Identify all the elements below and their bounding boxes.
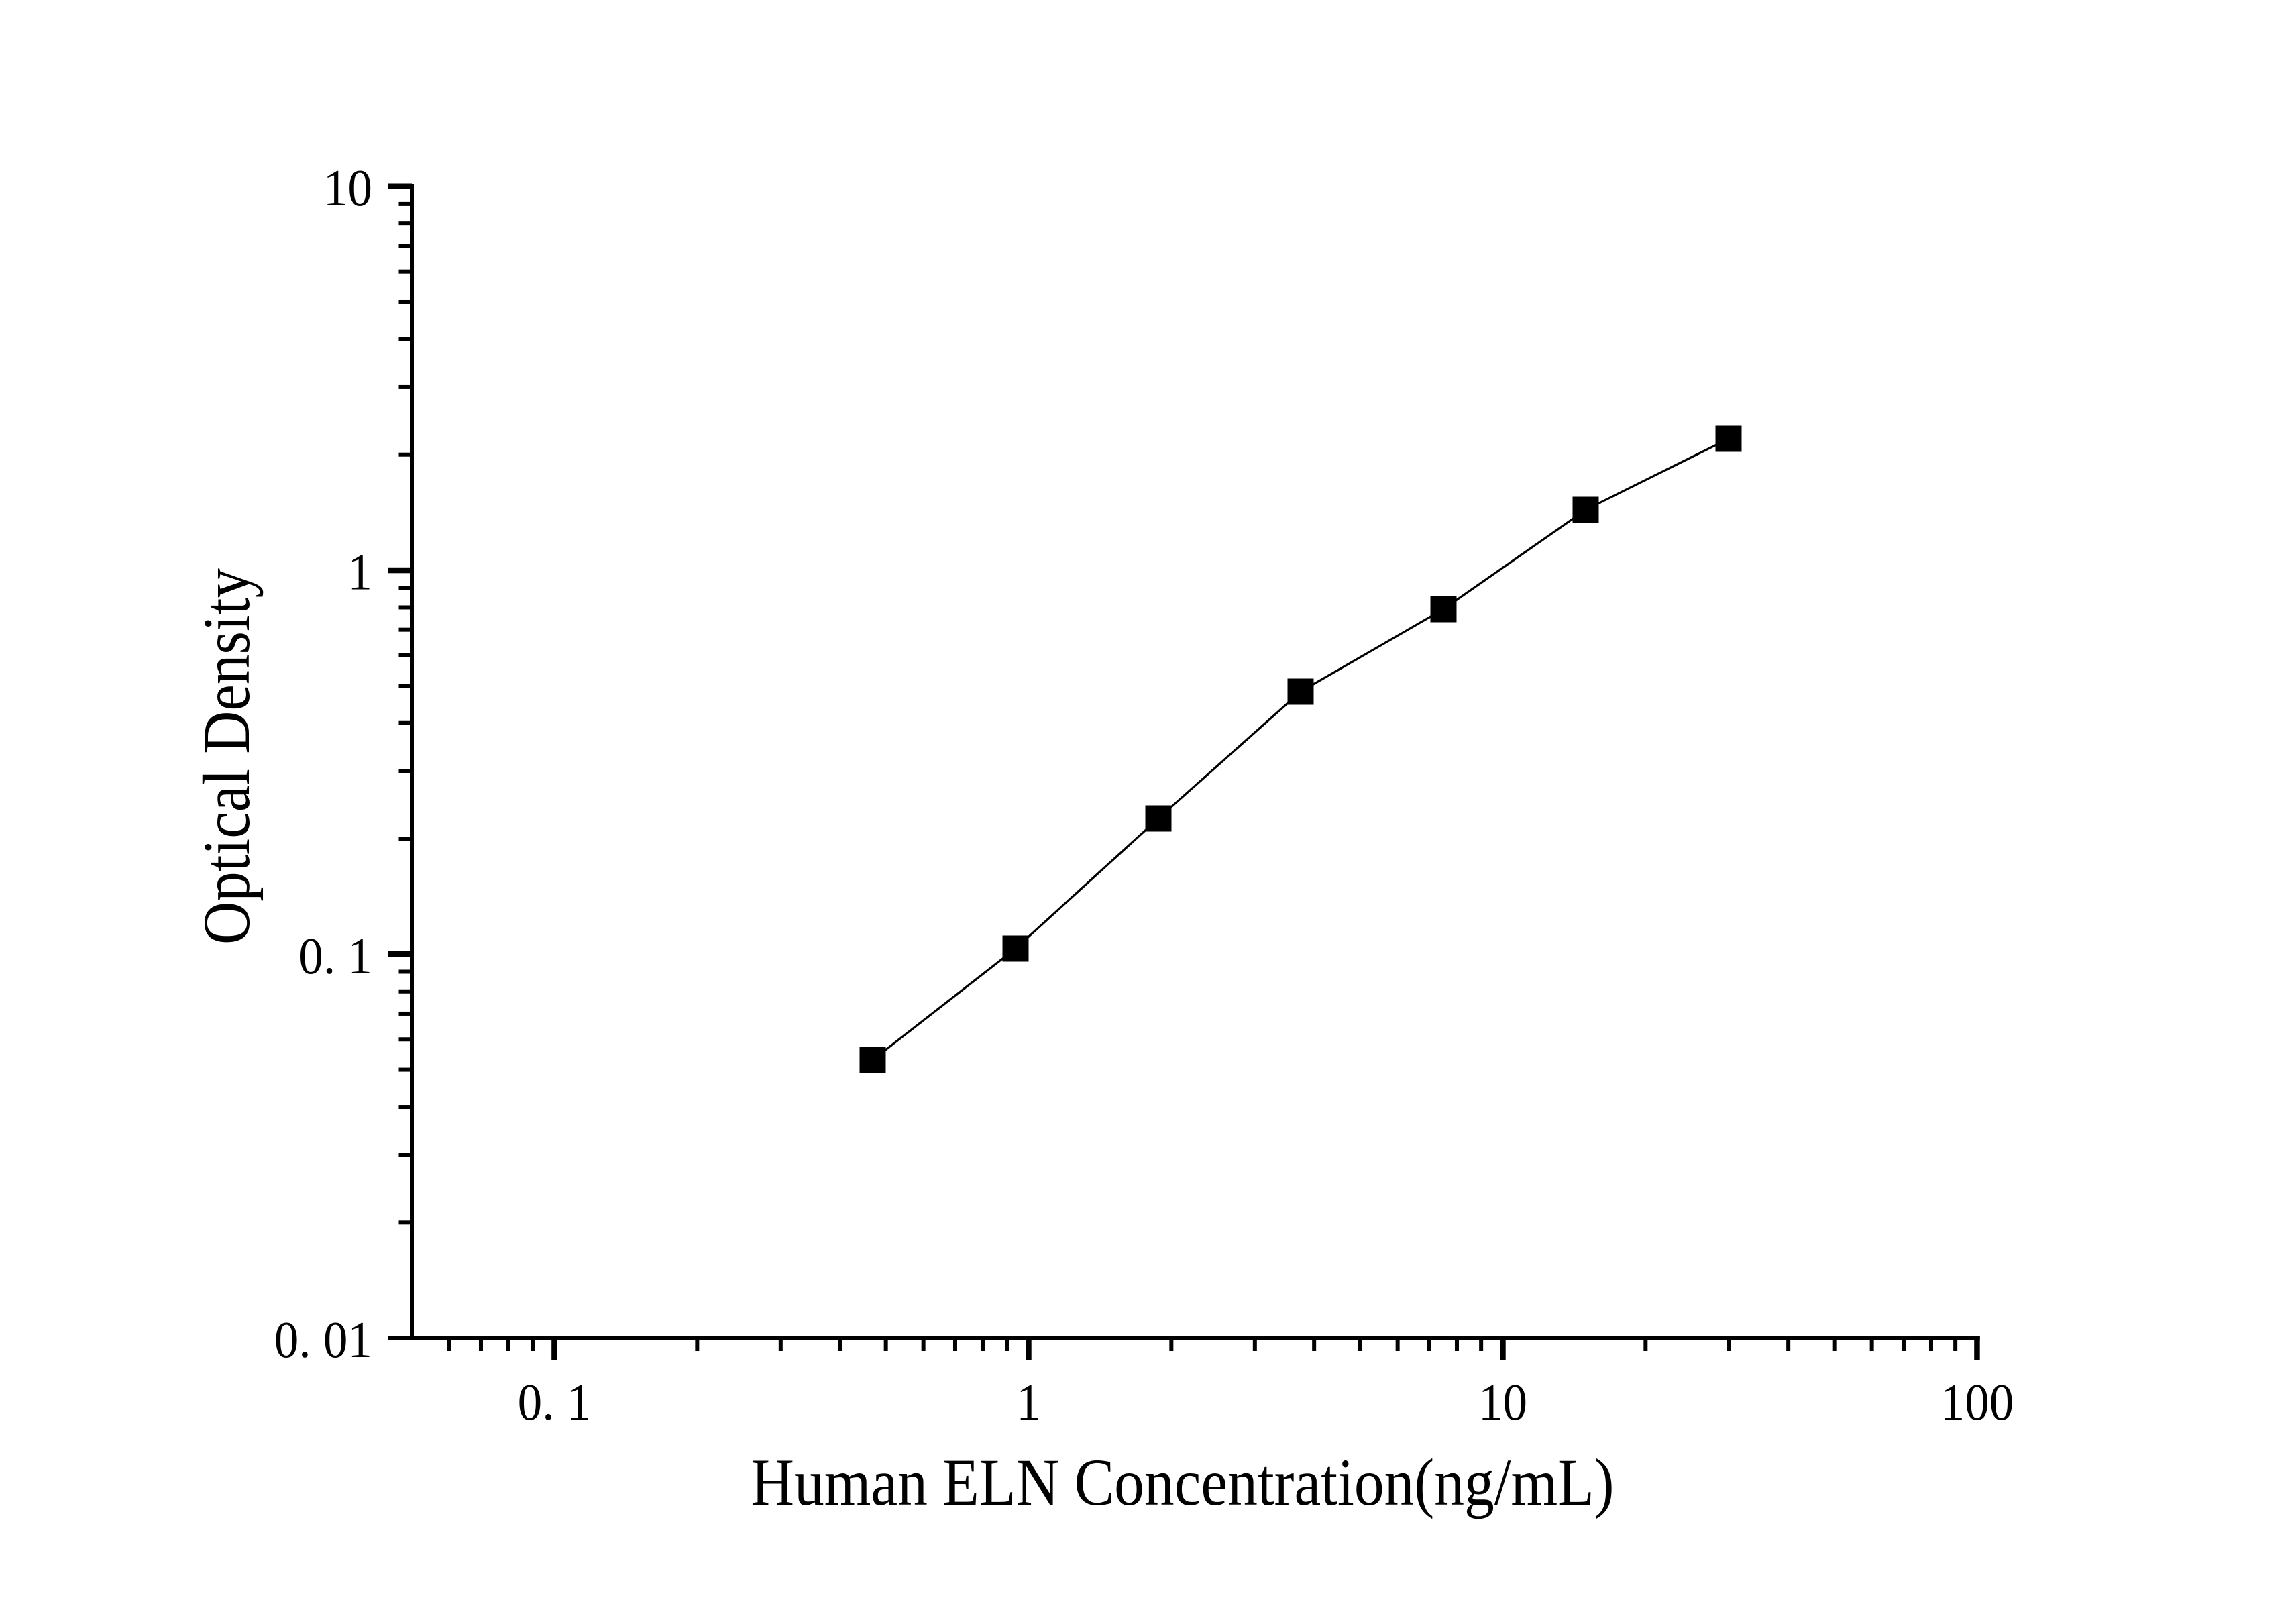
svg-text:1: 1 xyxy=(347,544,372,601)
svg-text:Human ELN Concentration(ng/mL): Human ELN Concentration(ng/mL) xyxy=(751,1444,1614,1519)
svg-text:Optical Density: Optical Density xyxy=(190,568,264,945)
svg-text:10: 10 xyxy=(1478,1374,1527,1431)
svg-text:0. 1: 0. 1 xyxy=(518,1374,592,1431)
svg-text:100: 100 xyxy=(1940,1374,2014,1431)
svg-text:0. 1: 0. 1 xyxy=(298,928,372,985)
svg-text:1: 1 xyxy=(1016,1374,1041,1431)
svg-text:0. 01: 0. 01 xyxy=(274,1312,372,1369)
svg-text:10: 10 xyxy=(323,160,372,217)
